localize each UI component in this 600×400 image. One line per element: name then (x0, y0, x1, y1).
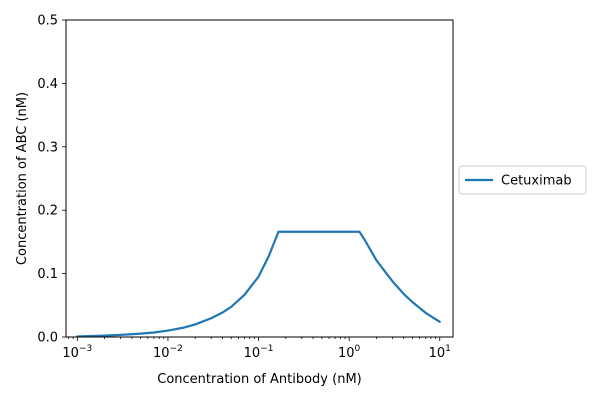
y-tick-label: 0.3 (37, 140, 58, 155)
series-line-cetuximab (76, 230, 441, 338)
y-axis: 0.0 0.1 0.2 0.3 0.4 0.5 (37, 14, 66, 346)
x-tick-label: 10−1 (244, 344, 274, 361)
y-tick-label: 0.4 (37, 77, 58, 92)
x-axis: 10−3 10−2 10−1 100 101 (62, 337, 451, 361)
x-tick-label: 10−2 (153, 344, 183, 361)
legend-label: Cetuximab (501, 174, 572, 189)
x-tick-label: 101 (429, 344, 451, 361)
y-tick-label: 0.0 (37, 331, 58, 346)
x-tick-label: 10−3 (62, 344, 92, 361)
plot-frame (65, 19, 454, 338)
legend: Cetuximab (458, 165, 587, 195)
y-tick-label: 0.5 (37, 14, 58, 29)
x-tick-label: 100 (338, 344, 361, 361)
y-tick-label: 0.2 (37, 204, 58, 219)
series-group (76, 230, 441, 338)
x-axis-label: Concentration of Antibody (nM) (157, 372, 361, 387)
legend-box (458, 165, 587, 195)
y-tick-label: 0.1 (37, 267, 58, 282)
y-axis-label: Concentration of ABC (nM) (15, 92, 30, 265)
